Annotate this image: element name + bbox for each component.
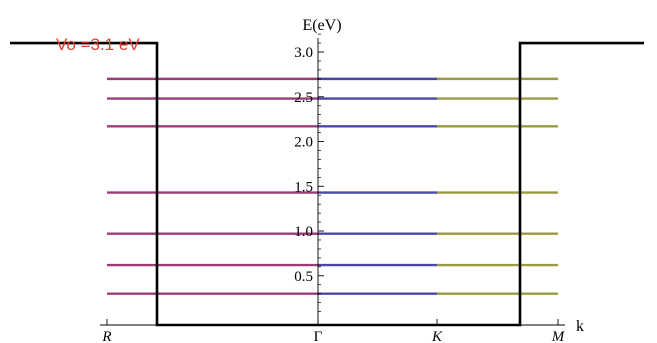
- potential-well: [10, 41, 644, 327]
- x-tick-label-K: K: [431, 329, 443, 343]
- potential-well-outline: [10, 41, 644, 327]
- x-tick-label-R: R: [101, 329, 111, 343]
- x-tick-label-Γ: Γ: [314, 329, 323, 343]
- y-tick-label-1.5: 1.5: [294, 179, 313, 195]
- y-axis-label: E(eV): [302, 17, 341, 34]
- x-axis-label: k: [576, 318, 584, 335]
- x-tick-label-M: M: [551, 329, 566, 343]
- potential-depth-annotation: Vo =3.1 eV: [56, 35, 140, 54]
- axis-ticks: 0.5 1.0 1.5 2.0 2.5 3.0 R Γ K M: [101, 33, 566, 343]
- y-tick-label-2.5: 2.5: [294, 90, 313, 106]
- axes: [100, 38, 565, 326]
- y-tick-label-2.0: 2.0: [294, 135, 313, 151]
- y-tick-label-3.0: 3.0: [294, 45, 313, 61]
- energy-levels: [107, 77, 558, 295]
- y-tick-label-1.0: 1.0: [294, 224, 313, 240]
- y-tick-label-0.5: 0.5: [294, 269, 313, 285]
